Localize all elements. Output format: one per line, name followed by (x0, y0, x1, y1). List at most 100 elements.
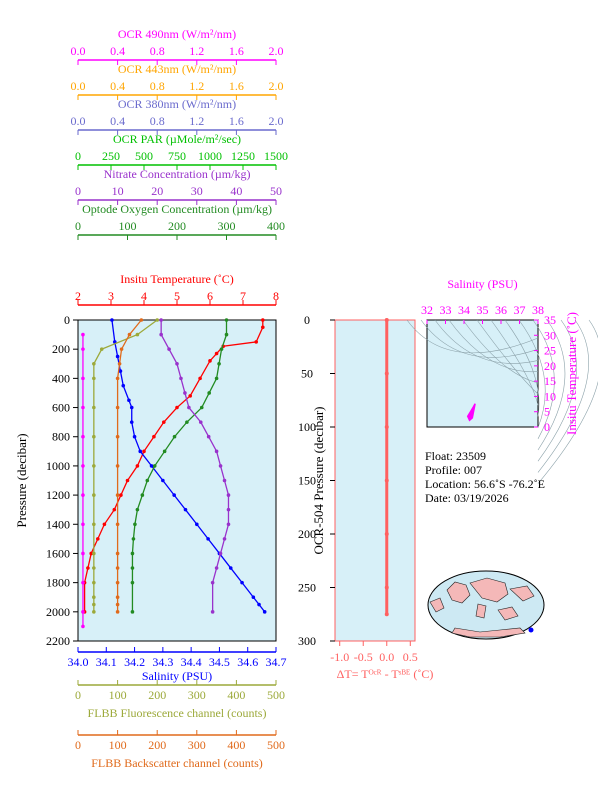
data-point (139, 318, 144, 322)
data-point (115, 522, 120, 527)
axis-ocrpar: 0 250 500 750 1000 1250 1500 OCR PAR (µMole/m²/… (75, 132, 288, 170)
map-landmass (497, 606, 519, 621)
data-point (130, 610, 135, 614)
data-point (135, 332, 140, 337)
data-point (217, 361, 221, 366)
data-point (115, 354, 120, 359)
data-point (222, 537, 227, 541)
series-line (116, 319, 142, 612)
axis-tick-label: 1000 (198, 149, 222, 163)
data-point (130, 566, 135, 570)
axis-tick-label: 500 (135, 149, 153, 163)
data-point (214, 351, 219, 356)
float-id: Float: 23509 (425, 449, 487, 463)
density-contour (532, 319, 555, 439)
ocr-pressure-tick-label: 150 (298, 474, 316, 488)
density-contour (504, 319, 540, 417)
data-point (119, 493, 123, 497)
data-point (81, 332, 85, 337)
axis-nitrate: 0 10 20 30 40 50 Nitrate Concentration (µm/kg) (75, 167, 282, 205)
ts-salinity-tick-label: 33 (440, 303, 452, 317)
data-point (149, 464, 154, 468)
data-point (155, 318, 159, 322)
map-landmass (469, 577, 509, 603)
data-point (115, 566, 120, 570)
data-point (167, 347, 171, 351)
delta-t-axis-label: ΔT= Tᴼᶜᴿ - Tˢᴮᴱ (˚C) (337, 667, 434, 681)
axis-tick-label: 0.0 (71, 114, 86, 128)
delta-t-plot: 0 50 100 150 200 250 300 OCR-504 Pressure (deci… (298, 313, 433, 681)
delta-t-tick-label: 0.5 (403, 650, 418, 664)
axis-tick-label: 7 (240, 289, 246, 303)
axis-tick-label: 2.0 (269, 44, 284, 58)
data-point (172, 493, 176, 497)
ts-salinity-tick-label: 37 (514, 303, 526, 317)
ts-plot-area (426, 319, 539, 428)
axis-temperature: 2 3 4 5 6 7 8 Insitu Temperature (˚C) (75, 272, 279, 306)
axis-tick-label: 100 (109, 688, 127, 702)
density-contour (537, 319, 589, 473)
series-line (93, 319, 158, 612)
density-contour (462, 319, 539, 384)
data-point (117, 361, 122, 366)
data-point (81, 624, 85, 629)
data-point (115, 434, 120, 439)
data-point (206, 537, 210, 541)
data-point (226, 493, 231, 497)
ts-salinity-tick-label: 38 (532, 303, 544, 317)
series-optode-oxygen-concentration (130, 318, 229, 614)
series-line (131, 320, 228, 612)
axis-backscatter: 0 100 200 300 400 500 FLBB Backscatter channel… (75, 730, 285, 770)
delta-t-point (384, 612, 389, 617)
axis-tick-label: 500 (267, 738, 285, 752)
data-point (214, 449, 219, 454)
ocr-pressure-tick-label: 250 (298, 581, 316, 595)
data-point (81, 580, 85, 585)
axis-tick-label: 0.4 (110, 44, 125, 58)
series-ocr-490nm (81, 332, 85, 629)
axis-tick-label: 2.0 (269, 79, 284, 93)
axis-tick-label: 8 (273, 289, 279, 303)
axis-title: OCR 443nm (W/m²/nm) (118, 62, 236, 76)
ocr-pressure-tick-label: 0 (304, 313, 310, 327)
axis-tick-label: 0.8 (150, 114, 165, 128)
main-plot-area (77, 319, 277, 642)
axis-tick-label: 1.6 (229, 114, 244, 128)
pressure-tick-label: 1000 (46, 459, 70, 473)
axis-salinity: 34.0 34.1 34.2 34.3 34.4 34.5 34.6 34.7 Salinity… (68, 647, 287, 683)
ts-temperature-tick-label: 15 (544, 374, 556, 388)
density-contour (490, 319, 539, 406)
ts-temperature-tick-label: 0 (544, 420, 550, 434)
axis-tick-label: 0.0 (71, 44, 86, 58)
axis-tick-label: 3 (108, 289, 114, 303)
pressure-tick-label: 600 (52, 401, 70, 415)
data-point (188, 394, 192, 398)
axis-ocr443: 0.0 0.4 0.8 1.2 1.6 2.0 OCR 443nm (W/m²/nm) (71, 62, 284, 100)
axis-tick-label: 400 (267, 219, 285, 233)
axis-tick-label: 2.0 (269, 114, 284, 128)
axis-tick-label: 400 (227, 688, 245, 702)
axis-title: FLBB Backscatter channel (counts) (91, 756, 263, 770)
data-point (240, 580, 244, 585)
map-landmass (509, 585, 535, 602)
data-point (81, 376, 85, 381)
axis-tick-label: 34.0 (68, 655, 89, 669)
data-point (218, 551, 223, 556)
axis-tick-label: 1500 (264, 149, 288, 163)
axis-tick-label: 0 (75, 219, 81, 233)
map-landmass (451, 627, 526, 638)
data-point (152, 434, 156, 439)
series-salinity (110, 318, 267, 614)
ts-salinity-axis-label: Salinity (PSU) (447, 277, 517, 291)
data-point (115, 595, 120, 600)
data-point (172, 434, 177, 439)
data-point (162, 449, 167, 454)
data-point (81, 347, 85, 351)
axis-ocr380: 0.0 0.4 0.8 1.2 1.6 2.0 OCR 380nm (W/m²/nm) (71, 97, 284, 135)
axis-tick-label: 34.3 (152, 655, 173, 669)
axis-tick-label: 1.2 (189, 79, 204, 93)
density-contour (406, 319, 539, 354)
data-point (183, 391, 187, 395)
pressure-tick-label: 200 (52, 342, 70, 356)
